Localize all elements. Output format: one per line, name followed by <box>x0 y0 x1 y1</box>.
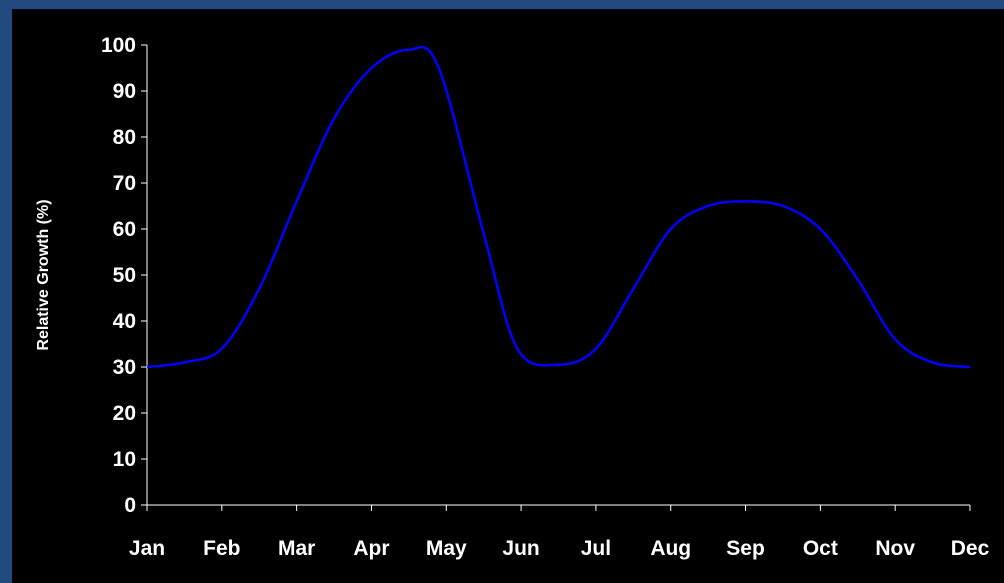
x-tick-label: Dec <box>951 537 990 560</box>
y-tick-label: 40 <box>113 310 136 333</box>
y-tick-label: 0 <box>124 494 136 517</box>
y-tick-label: 10 <box>113 448 136 471</box>
chart-panel: Relative Growth (%) 0 10 20 30 40 50 60 70 80 90 1… <box>12 9 1004 583</box>
x-tick-label: Jan <box>129 537 165 560</box>
y-axis-title: Relative Growth (%) <box>35 199 52 350</box>
y-tick-label: 100 <box>101 34 136 57</box>
y-tick-label: 30 <box>113 356 136 379</box>
x-tick-label: Aug <box>650 537 691 560</box>
x-tick-label: May <box>426 537 467 560</box>
line-chart: Relative Growth (%) 0 10 20 30 40 50 60 70 80 90 1… <box>35 34 990 560</box>
y-tick-label: 90 <box>113 80 136 103</box>
series-line <box>146 46 971 369</box>
x-axis-ticks: Jan Feb Mar Apr May Jun Jul Aug Sep Oct Nov Dec <box>129 505 990 560</box>
x-tick-label: Nov <box>875 537 915 560</box>
x-tick-label: Jul <box>581 537 611 560</box>
x-tick-label: Jun <box>502 537 539 560</box>
y-tick-label: 50 <box>113 264 136 287</box>
y-axis-ticks: 0 10 20 30 40 50 60 70 80 90 100 <box>101 34 147 517</box>
x-tick-label: Oct <box>803 537 838 560</box>
x-tick-label: Mar <box>278 537 315 560</box>
y-tick-label: 20 <box>113 402 136 425</box>
x-tick-label: Apr <box>353 537 389 560</box>
y-tick-label: 70 <box>113 172 136 195</box>
y-tick-label: 60 <box>113 218 136 241</box>
x-tick-label: Feb <box>203 537 240 560</box>
x-tick-label: Sep <box>726 537 765 560</box>
y-tick-label: 80 <box>113 126 136 149</box>
y-axis-title-group: Relative Growth (%) <box>35 199 52 350</box>
